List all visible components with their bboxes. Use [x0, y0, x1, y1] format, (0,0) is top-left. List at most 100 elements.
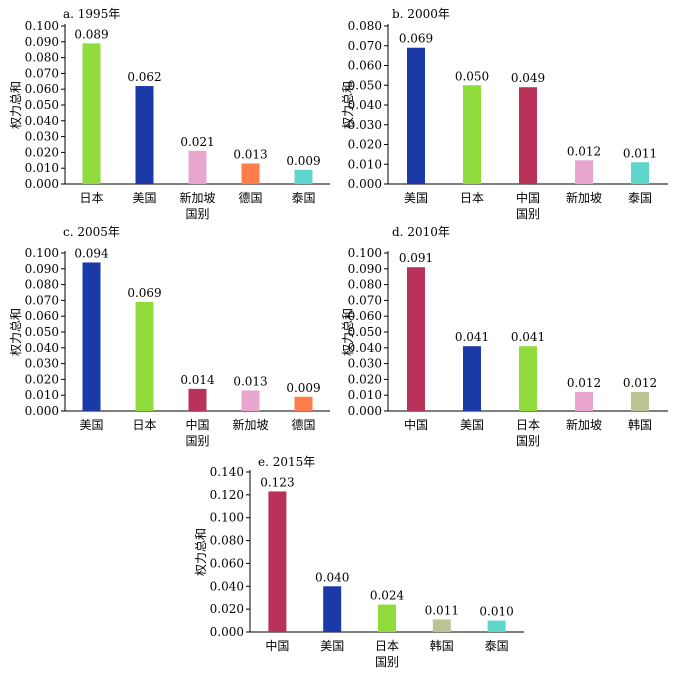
chart-3-y-tick-label: 0.100 — [348, 246, 382, 260]
chart-1-y-tick-label: 0.040 — [348, 98, 382, 112]
chart-3-y-tick-label: 0.060 — [348, 309, 382, 323]
chart-0-title: a. 1995年 — [63, 7, 120, 21]
chart-2-y-tick-label: 0.090 — [25, 262, 59, 276]
chart-3-category-label: 新加坡 — [566, 417, 602, 432]
chart-0-value-label: 0.009 — [286, 154, 320, 168]
chart-0-y-tick-label: 0.090 — [25, 35, 59, 49]
chart-1-y-tick-label: 0.060 — [348, 59, 382, 73]
chart-4-category-label: 日本 — [375, 639, 399, 653]
chart-4-value-label: 0.024 — [370, 589, 405, 603]
chart-3-category-label: 日本 — [516, 418, 540, 432]
chart-0-y-tick-label: 0.030 — [25, 130, 59, 144]
chart-3-category-label: 中国 — [404, 417, 428, 432]
chart-0-value-label: 0.062 — [127, 70, 161, 84]
chart-4-bar — [432, 619, 451, 632]
chart-1-value-label: 0.012 — [567, 144, 601, 158]
chart-1-bar — [631, 162, 649, 184]
chart-0-value-label: 0.089 — [74, 27, 108, 41]
chart-3-y-tick-label: 0.040 — [348, 341, 382, 355]
chart-1-category-label: 新加坡 — [566, 190, 602, 205]
chart-0-y-tick-label: 0.010 — [25, 161, 59, 175]
chart-3-value-label: 0.041 — [455, 330, 489, 344]
chart-4-category-label: 泰国 — [485, 639, 509, 653]
chart-4-value-label: 0.123 — [260, 475, 294, 489]
chart-1-y-axis-label: 权力总和 — [341, 81, 355, 129]
chart-2-bar — [294, 396, 313, 411]
chart-2-y-tick-label: 0.070 — [25, 293, 59, 307]
chart-4-category-label: 美国 — [320, 639, 344, 653]
chart-0-x-axis-label: 国别 — [185, 207, 209, 221]
chart-4-y-tick-label: 0.080 — [210, 534, 244, 548]
chart-2-category-label: 美国 — [79, 418, 103, 432]
chart-0-y-tick-label: 0.100 — [25, 19, 59, 33]
chart-4-category-label: 韩国 — [430, 638, 454, 653]
chart-3-value-label: 0.012 — [567, 376, 601, 390]
chart-2-y-tick-label: 0.080 — [25, 278, 59, 292]
chart-1-category-label: 日本 — [460, 191, 484, 205]
chart-3-bar — [463, 346, 481, 411]
chart-0-value-label: 0.021 — [180, 135, 214, 149]
chart-2-category-label: 日本 — [132, 418, 156, 432]
chart-1-y-tick-label: 0.030 — [348, 118, 382, 132]
chart-3-title: d. 2010年 — [392, 225, 450, 239]
chart-2-bar — [82, 262, 101, 411]
chart-3-x-axis-label: 国别 — [516, 434, 540, 448]
chart-1-y-tick-label: 0.020 — [348, 138, 382, 152]
chart-3-y-tick-label: 0.030 — [348, 357, 382, 371]
chart-0-category-label: 德国 — [238, 190, 262, 205]
chart-0-y-tick-label: 0.050 — [25, 98, 59, 112]
chart-3-bar — [519, 346, 537, 411]
chart-1-value-label: 0.049 — [511, 71, 545, 85]
chart-4-y-tick-label: 0.020 — [210, 602, 244, 616]
chart-3-bar — [631, 392, 649, 411]
chart-4-y-axis-label: 权力总和 — [194, 528, 208, 576]
chart-2-x-axis-label: 国别 — [185, 434, 209, 448]
chart-0-y-tick-label: 0.060 — [25, 82, 59, 96]
chart-1-bar — [463, 85, 481, 184]
chart-2-value-label: 0.014 — [180, 373, 215, 387]
chart-0-y-tick-label: 0.000 — [25, 177, 59, 191]
chart-4-y-tick-label: 0.000 — [210, 625, 244, 639]
chart-3-bar — [407, 267, 425, 411]
chart-2-value-label: 0.009 — [286, 381, 320, 395]
chart-4-bar — [268, 491, 287, 632]
chart-0-bar — [82, 43, 101, 184]
chart-0-bar — [241, 163, 260, 184]
chart-2-y-tick-label: 0.020 — [25, 372, 59, 386]
chart-0-bar — [135, 86, 154, 184]
chart-2-category-label: 德国 — [291, 417, 315, 432]
chart-2-y-tick-label: 0.060 — [25, 309, 59, 323]
chart-1-bar — [575, 160, 593, 184]
chart-1-category-label: 美国 — [404, 191, 428, 205]
chart-4-y-tick-label: 0.100 — [210, 511, 244, 525]
chart-1-bar — [407, 47, 425, 184]
chart-4-title: e. 2015年 — [258, 455, 315, 469]
chart-3-value-label: 0.012 — [623, 376, 657, 390]
chart-4-y-tick-label: 0.120 — [210, 488, 244, 502]
chart-0-y-tick-label: 0.040 — [25, 114, 59, 128]
chart-4-x-axis-label: 国别 — [375, 655, 399, 669]
chart-1-y-tick-label: 0.070 — [348, 39, 382, 53]
chart-0-y-tick-label: 0.070 — [25, 66, 59, 80]
chart-2-y-tick-label: 0.000 — [25, 404, 59, 418]
chart-2-bar — [135, 301, 154, 411]
chart-3-y-tick-label: 0.080 — [348, 278, 382, 292]
chart-3-value-label: 0.041 — [511, 330, 545, 344]
chart-2-category-label: 中国 — [185, 417, 209, 432]
chart-4-value-label: 0.011 — [425, 603, 459, 617]
chart-1-value-label: 0.011 — [623, 146, 657, 160]
chart-4-y-tick-label: 0.060 — [210, 556, 244, 570]
chart-4-value-label: 0.040 — [315, 570, 349, 584]
chart-2-y-tick-label: 0.030 — [25, 357, 59, 371]
chart-1-bar — [519, 87, 537, 184]
chart-3-y-tick-label: 0.050 — [348, 325, 382, 339]
chart-3-y-tick-label: 0.010 — [348, 388, 382, 402]
chart-1-y-tick-label: 0.050 — [348, 78, 382, 92]
chart-2-bar — [241, 390, 260, 411]
chart-1-y-tick-label: 0.010 — [348, 157, 382, 171]
chart-0-bar — [294, 169, 313, 184]
chart-3-y-tick-label: 0.090 — [348, 262, 382, 276]
chart-2-value-label: 0.069 — [127, 286, 161, 300]
chart-4-y-tick-label: 0.040 — [210, 579, 244, 593]
